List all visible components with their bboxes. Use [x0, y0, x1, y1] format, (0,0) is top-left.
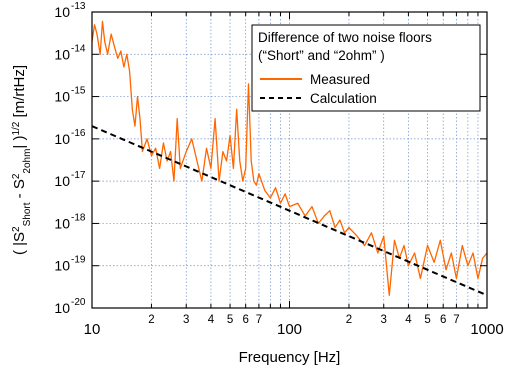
x-minor-tick-label: 2 — [148, 314, 154, 326]
y-tick-label: 10 — [54, 4, 70, 20]
y-tick-label-exponent: -19 — [71, 255, 86, 266]
y-tick-label-exponent: -16 — [71, 128, 86, 139]
y-tick-label-exponent: -18 — [71, 212, 86, 223]
y-tick-label-exponent: -14 — [71, 43, 86, 54]
x-axis-label: Frequency [Hz] — [239, 349, 341, 366]
y-label-sub1: Short — [22, 202, 33, 226]
y-tick-label: 10 — [54, 131, 70, 147]
x-minor-tick-label: 5 — [424, 314, 430, 326]
x-tick-label: 1000 — [470, 321, 503, 338]
x-minor-tick-label: 7 — [256, 314, 262, 326]
y-tick-label: 10 — [54, 258, 70, 274]
measured-series-line — [92, 20, 487, 296]
x-minor-tick-label: 7 — [453, 314, 459, 326]
y-tick-label: 10 — [54, 46, 70, 62]
y-tick-label: 10 — [54, 215, 70, 231]
y-label-unit: [m/rtHz] — [11, 65, 28, 122]
y-tick-label: 10 — [54, 173, 70, 189]
legend-title-line-2: (“Short” and “2ohm” ) — [258, 48, 385, 63]
y-label-sub2: 2ohm — [22, 149, 33, 174]
x-tick-label: 10 — [84, 321, 101, 338]
y-tick-label-exponent: -17 — [71, 170, 86, 181]
x-minor-tick-label: 5 — [227, 314, 233, 326]
x-minor-tick-label: 6 — [440, 314, 446, 326]
legend-label-calculation: Calculation — [310, 91, 377, 106]
calculation-series-group — [92, 125, 487, 297]
legend: Difference of two noise floors (“Short” … — [251, 24, 481, 112]
legend-box — [251, 24, 481, 112]
y-label-sup1: 2 — [11, 226, 22, 232]
calculation-series-line — [92, 125, 487, 297]
legend-title-line-1: Difference of two noise floors — [258, 30, 432, 45]
x-minor-tick-label: 2 — [346, 314, 352, 326]
y-label-minus: - S — [11, 179, 28, 202]
x-minor-tick-label: 3 — [183, 314, 189, 326]
legend-label-measured: Measured — [310, 72, 370, 87]
y-tick-label-exponent: -20 — [71, 297, 86, 308]
measured-series-group — [92, 20, 487, 296]
y-label-close: | ) — [11, 136, 28, 149]
y-label-open: ( |S — [11, 232, 28, 255]
x-minor-tick-label: 4 — [405, 314, 412, 326]
y-tick-label: 10 — [54, 89, 70, 105]
y-tick-label-exponent: -13 — [71, 1, 86, 12]
x-tick-label: 100 — [277, 321, 302, 338]
x-minor-tick-label: 3 — [381, 314, 387, 326]
y-tick-label-exponent: -15 — [71, 86, 86, 97]
y-axis-label: ( |S2Short - S22ohm| )1/2 [m/rtHz] — [11, 65, 33, 255]
x-minor-tick-label: 6 — [242, 314, 248, 326]
x-minor-tick-label: 4 — [208, 314, 215, 326]
y-tick-label: 10 — [54, 300, 70, 316]
y-label-sup3: 1/2 — [11, 121, 22, 135]
y-label-sup2: 2 — [11, 173, 22, 179]
